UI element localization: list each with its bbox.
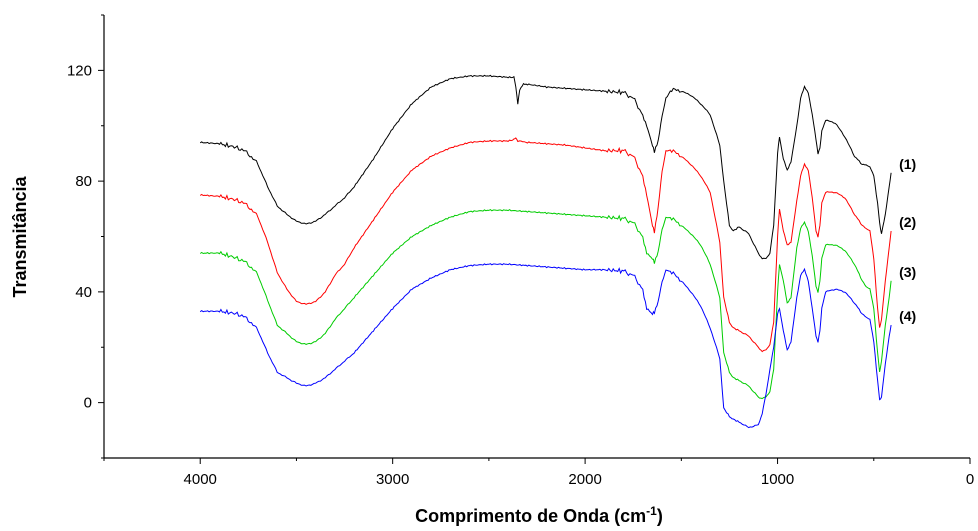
x-tick-label: 3000	[376, 471, 409, 488]
series-label-1: (1)	[899, 156, 916, 172]
y-tick-label: 120	[67, 62, 92, 79]
x-axis-title-superscript: -1	[646, 504, 657, 518]
x-axis-title-main: Comprimento de Onda (cm	[415, 506, 646, 526]
y-tick-label: 80	[75, 173, 92, 190]
x-axis-title: Comprimento de Onda (cm-1)	[415, 504, 663, 526]
y-axis-title: Transmitância	[10, 175, 30, 297]
y-tick-label: 40	[75, 284, 92, 301]
x-axis-title-end: )	[657, 506, 663, 526]
series-line-2	[199, 137, 892, 353]
series-label-4: (4)	[899, 308, 916, 324]
series-line-4	[199, 263, 892, 429]
x-tick-label: 0	[966, 471, 974, 488]
x-tick-label: 1000	[761, 471, 794, 488]
x-tick-label: 4000	[184, 471, 217, 488]
y-tick-label: 0	[84, 395, 92, 412]
series-labels: (1) (2) (3) (4)	[899, 156, 916, 324]
series-label-2: (2)	[899, 214, 916, 230]
tick-labels: 4000 3000 2000 1000 0 0 40 80 120	[67, 62, 974, 488]
series-line-1	[199, 74, 892, 260]
x-tick-label: 2000	[568, 471, 601, 488]
series-line-3	[199, 208, 892, 400]
series-label-3: (3)	[899, 264, 916, 280]
ticks	[98, 14, 971, 464]
series-lines	[199, 74, 892, 429]
axes	[103, 15, 970, 459]
